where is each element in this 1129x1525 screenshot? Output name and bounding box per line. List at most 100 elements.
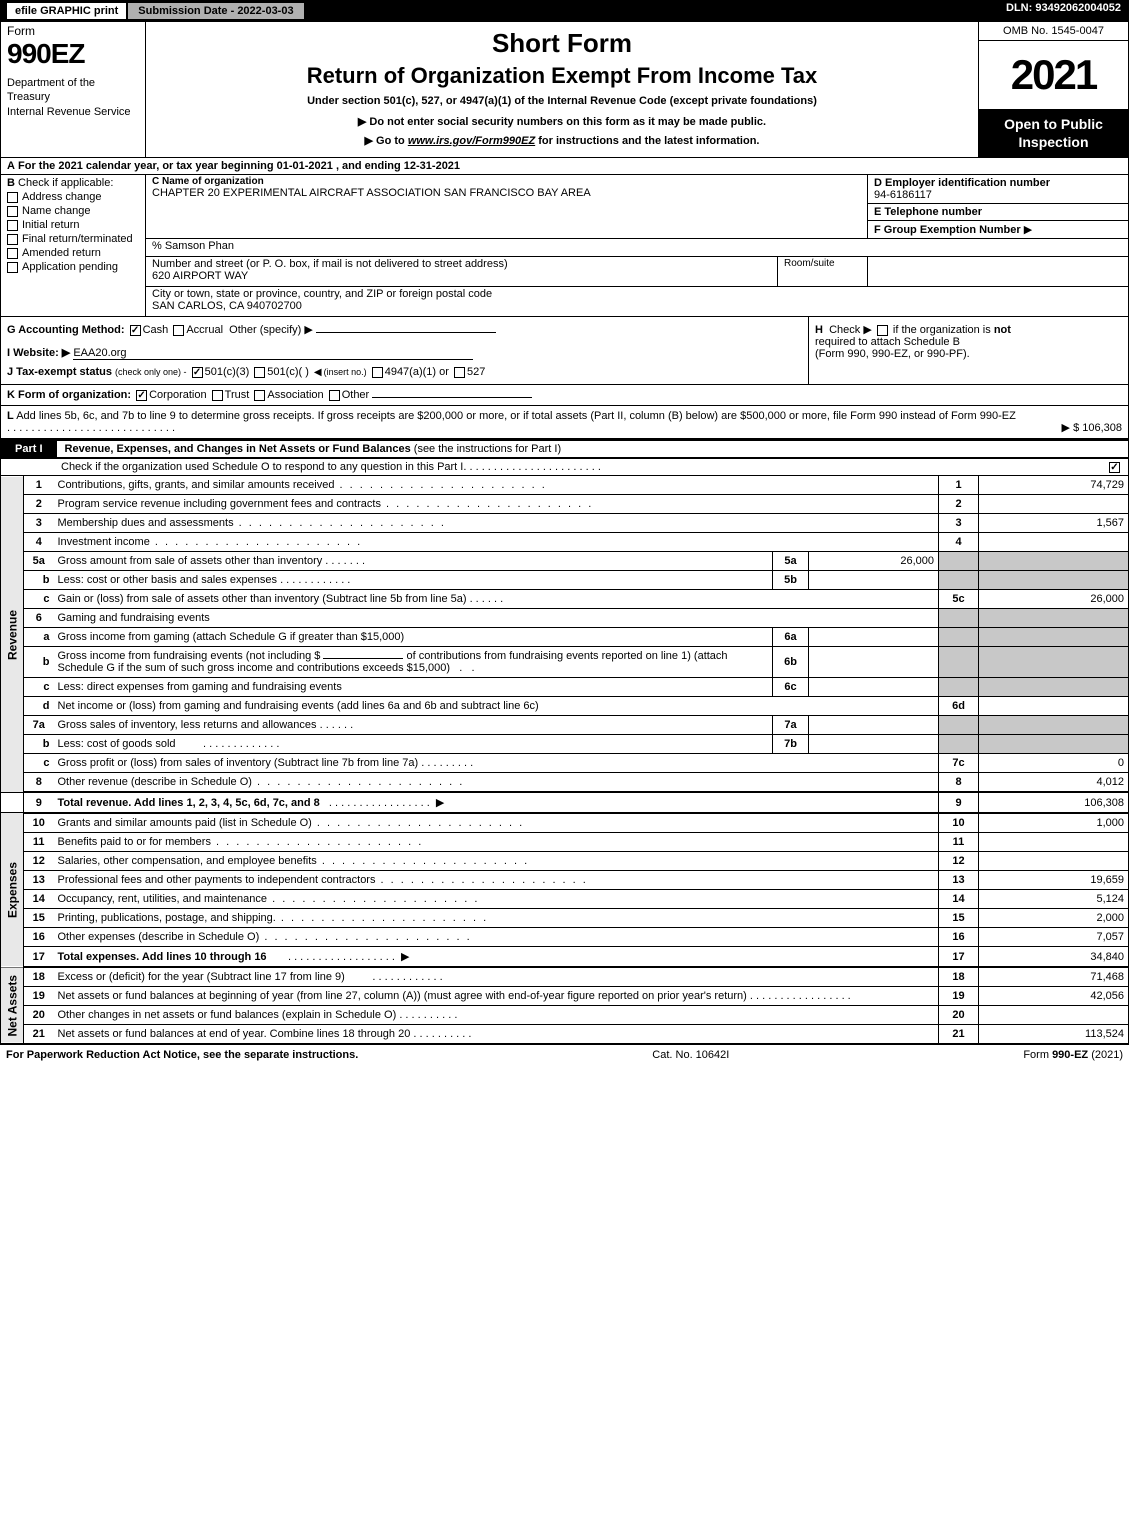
col-no: 7c [939, 754, 979, 773]
l-text-wrap: L Add lines 5b, 6c, and 7b to line 9 to … [7, 410, 1062, 434]
check-o-text: Check if the organization used Schedule … [61, 461, 463, 473]
ln-desc: Other changes in net assets or fund bala… [54, 1006, 939, 1025]
line-13: 13 Professional fees and other payments … [1, 871, 1129, 890]
chk-501c[interactable] [254, 367, 265, 378]
ln-no: 8 [24, 773, 54, 793]
inner-val: 26,000 [809, 552, 939, 571]
main-title: Return of Organization Exempt From Incom… [154, 63, 970, 89]
chk-address-change[interactable]: Address change [7, 191, 139, 203]
contrib-amount-field[interactable] [323, 658, 403, 659]
col-no-shaded [939, 647, 979, 678]
org-name: CHAPTER 20 EXPERIMENTAL AIRCRAFT ASSOCIA… [152, 187, 861, 199]
b-label: B [7, 177, 15, 189]
ln-desc: Gross sales of inventory, less returns a… [54, 716, 773, 735]
ln-desc: Program service revenue including govern… [54, 495, 939, 514]
line-a-label: A [7, 160, 15, 172]
chk-527[interactable] [454, 367, 465, 378]
chk-cash[interactable] [130, 325, 141, 336]
col-no: 1 [939, 476, 979, 495]
checkbox-icon [7, 234, 18, 245]
line-k: K Form of organization: Corporation Trus… [0, 385, 1129, 406]
col-no-shaded [939, 628, 979, 647]
col-no: 16 [939, 928, 979, 947]
inner-val [809, 678, 939, 697]
line-20: 20 Other changes in net assets or fund b… [1, 1006, 1129, 1025]
chk-schedule-o[interactable] [1109, 462, 1120, 473]
ln-no: 6 [24, 609, 54, 628]
other-org-field[interactable] [372, 397, 532, 398]
col-val-shaded [979, 647, 1129, 678]
col-no-shaded [939, 552, 979, 571]
inner-no: 6b [773, 647, 809, 678]
line-6d: d Net income or (loss) from gaming and f… [1, 697, 1129, 716]
inner-no: 6c [773, 678, 809, 697]
col-no: 18 [939, 967, 979, 987]
ln-desc: Benefits paid to or for members [54, 833, 939, 852]
ln-no: 16 [24, 928, 54, 947]
header-left: Form 990EZ Department of the Treasury In… [1, 22, 146, 157]
ein-value: 94-6186117 [874, 189, 932, 201]
l-text: Add lines 5b, 6c, and 7b to line 9 to de… [16, 410, 1016, 422]
irs-link[interactable]: www.irs.gov/Form990EZ [408, 135, 535, 147]
part-1-label: Part I [1, 440, 57, 458]
chk-4947[interactable] [372, 367, 383, 378]
inner-no: 5a [773, 552, 809, 571]
open-to-public: Open to Public Inspection [979, 109, 1128, 157]
h-label: H [815, 324, 823, 336]
chk-amended-return[interactable]: Amended return [7, 247, 139, 259]
col-val: 7,057 [979, 928, 1129, 947]
ln-desc: Gain or (loss) from sale of assets other… [54, 590, 939, 609]
ln-no: 18 [24, 967, 54, 987]
chk-association[interactable] [254, 390, 265, 401]
col-val-shaded [979, 609, 1129, 628]
line-5a: 5a Gross amount from sale of assets othe… [1, 552, 1129, 571]
ln-no: 9 [24, 792, 54, 813]
ln-desc: Gross amount from sale of assets other t… [54, 552, 773, 571]
opt-association: Association [267, 389, 323, 401]
chk-accrual[interactable] [173, 325, 184, 336]
ln-desc: Less: cost of goods sold . . . . . . . .… [54, 735, 773, 754]
d-label: D Employer identification number [874, 177, 1050, 189]
ln-no: 19 [24, 987, 54, 1006]
other-specify-field[interactable] [316, 332, 496, 333]
col-no-shaded [939, 716, 979, 735]
inner-val [809, 735, 939, 754]
chk-schedule-b-not-required[interactable] [877, 325, 888, 336]
form-number: 990EZ [7, 38, 139, 70]
revenue-table: Revenue 1 Contributions, gifts, grants, … [0, 476, 1129, 1044]
city-row: City or town, state or province, country… [146, 286, 1128, 316]
website-link[interactable]: EAA20.org [73, 347, 473, 360]
line-a-text: For the 2021 calendar year, or tax year … [18, 160, 460, 172]
ln-desc: Investment income [54, 533, 939, 552]
line-3: 3 Membership dues and assessments 3 1,56… [1, 514, 1129, 533]
chk-final-return[interactable]: Final return/terminated [7, 233, 139, 245]
chk-corporation[interactable] [136, 390, 147, 401]
section-b: B Check if applicable: Address change Na… [1, 175, 146, 316]
header-right: OMB No. 1545-0047 2021 Open to Public In… [978, 22, 1128, 157]
expenses-side-label: Expenses [1, 813, 24, 967]
footer-center: Cat. No. 10642I [652, 1049, 729, 1061]
chk-label: Name change [22, 205, 91, 217]
j-sub: (check only one) - [115, 367, 187, 377]
check-schedule-o: Check if the organization used Schedule … [0, 459, 1129, 476]
col-no-shaded [939, 609, 979, 628]
instr2-suffix: for instructions and the latest informat… [535, 135, 759, 147]
line-19: 19 Net assets or fund balances at beginn… [1, 987, 1129, 1006]
chk-label: Amended return [22, 247, 101, 259]
chk-initial-return[interactable]: Initial return [7, 219, 139, 231]
ln-desc: Other revenue (describe in Schedule O) [54, 773, 939, 793]
chk-trust[interactable] [212, 390, 223, 401]
col-no-shaded [939, 735, 979, 754]
d-ein: D Employer identification number 94-6186… [868, 175, 1128, 204]
arrow-icon: ▶ [1024, 224, 1032, 236]
l-amount: $ 106,308 [1073, 422, 1122, 434]
instruction-1: ▶ Do not enter social security numbers o… [154, 115, 970, 128]
col-no: 3 [939, 514, 979, 533]
chk-501c3[interactable] [192, 367, 203, 378]
opt-corporation: Corporation [149, 389, 206, 401]
footer-right-prefix: Form [1023, 1049, 1052, 1061]
chk-other-org[interactable] [329, 390, 340, 401]
netassets-side-label: Net Assets [1, 967, 24, 1044]
chk-application-pending[interactable]: Application pending [7, 261, 139, 273]
chk-name-change[interactable]: Name change [7, 205, 139, 217]
